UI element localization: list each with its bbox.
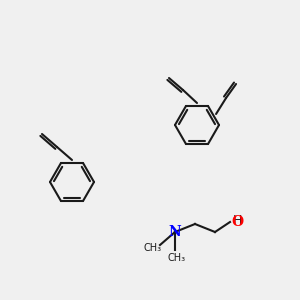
Text: O: O <box>231 215 243 229</box>
Text: H: H <box>232 214 242 226</box>
Text: CH₃: CH₃ <box>144 243 162 253</box>
Text: N: N <box>169 225 182 239</box>
Text: CH₃: CH₃ <box>168 253 186 263</box>
